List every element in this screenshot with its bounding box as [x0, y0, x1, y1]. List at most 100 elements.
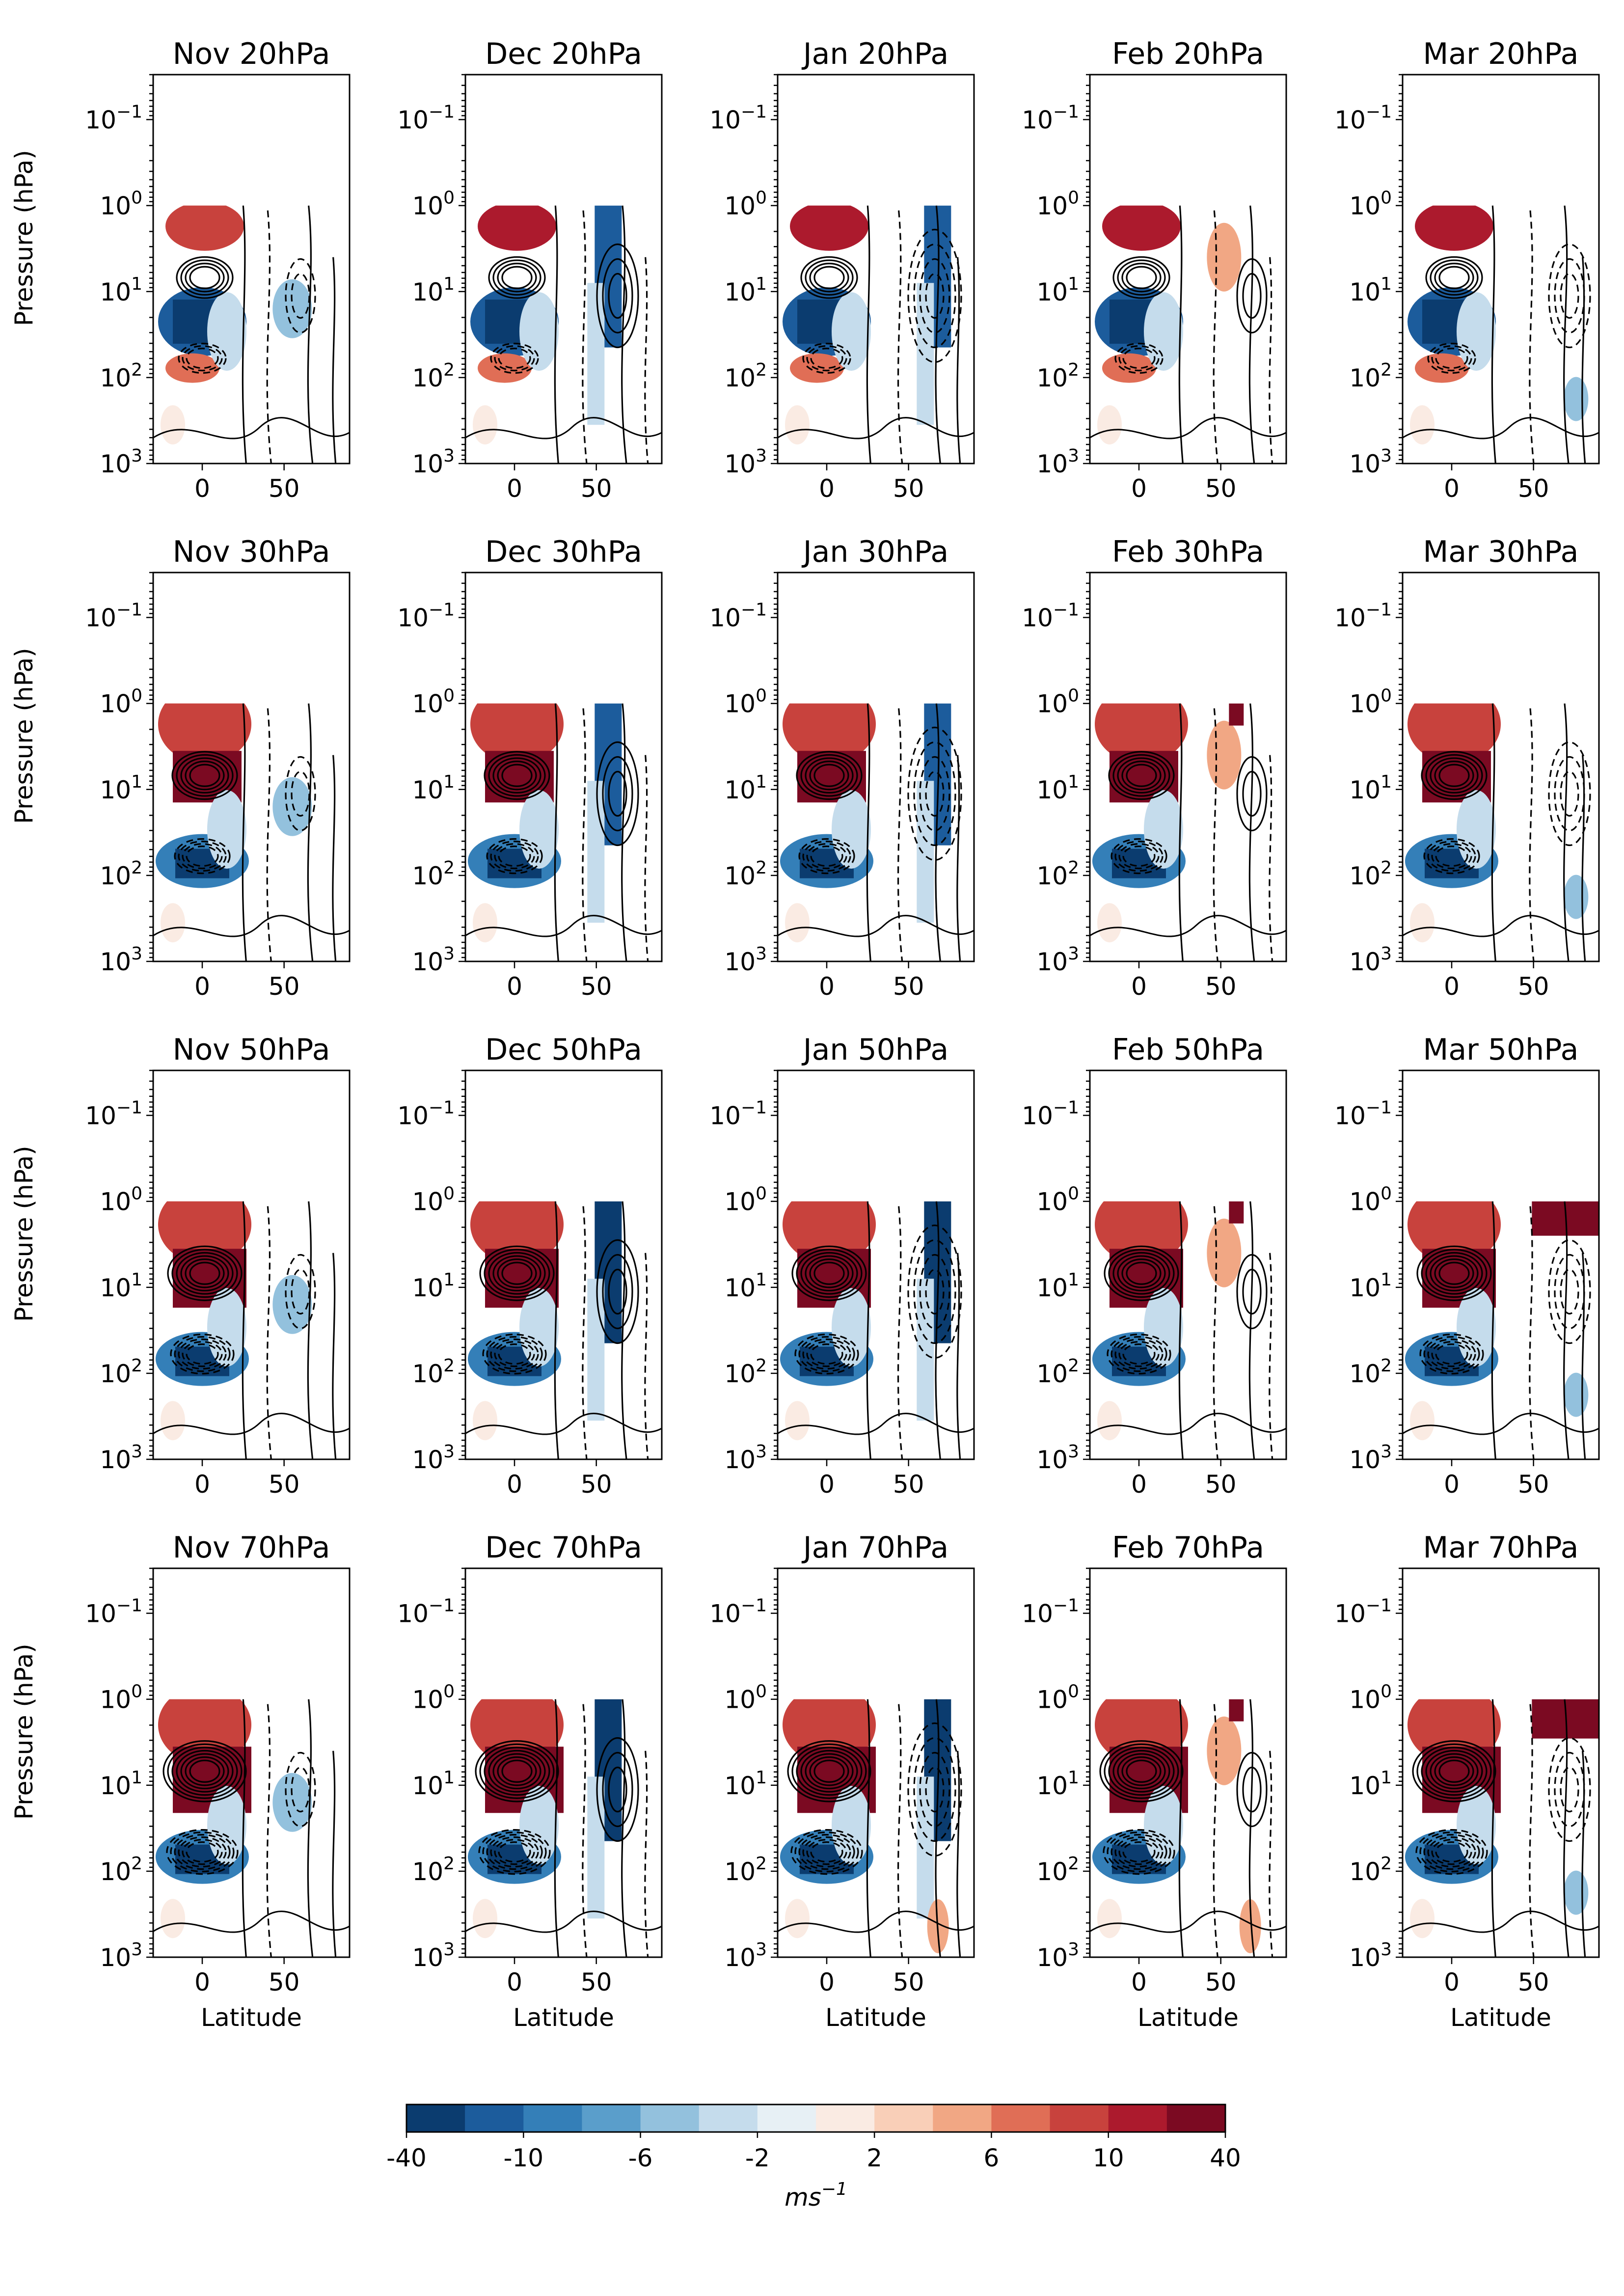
positive-contour: [608, 1766, 627, 1813]
axes-frame: [1089, 74, 1287, 465]
colorbar-swatch: [406, 2105, 465, 2132]
y-tick-label: 10−1: [85, 1596, 142, 1628]
y-tick-label: 10−1: [397, 600, 455, 632]
y-tick-label: 102: [724, 1854, 767, 1886]
y-tick-label: 10−1: [397, 1098, 455, 1130]
shaded-region: [470, 1201, 564, 1264]
panel-title: Jan 20hPa: [801, 37, 948, 71]
y-tick-label: 100: [724, 188, 767, 220]
positive-contour: [791, 1245, 867, 1301]
y-tick-label: 103: [724, 1442, 767, 1474]
negative-contour: [291, 1766, 310, 1813]
negative-contour: [1103, 1829, 1175, 1875]
negative-contour: [925, 1766, 945, 1813]
negative-contour: [1560, 1766, 1579, 1813]
y-tick-label: 100: [724, 1184, 767, 1216]
x-tick-label: 50: [893, 474, 924, 503]
positive-contour: [307, 1201, 314, 1460]
positive-contour: [497, 1258, 537, 1288]
positive-contour: [1090, 417, 1286, 439]
positive-contour: [1416, 1245, 1492, 1301]
positive-contour: [242, 1201, 247, 1460]
shaded-region: [1564, 1372, 1589, 1417]
negative-contour: [166, 1829, 239, 1875]
y-tick-label: 102: [1036, 858, 1079, 890]
negative-contour: [582, 708, 588, 962]
panel-title: Jan 70hPa: [801, 1531, 948, 1565]
negative-contour: [285, 1751, 316, 1828]
panel-title: Jan 30hPa: [801, 535, 948, 569]
negative-contour: [1122, 1343, 1156, 1365]
positive-contour: [1112, 754, 1170, 797]
positive-contour: [796, 1747, 863, 1796]
panel-title: Nov 70hPa: [173, 1531, 330, 1565]
panel-field: [1090, 1201, 1286, 1460]
negative-contour: [907, 1722, 962, 1857]
panel-title: Mar 30hPa: [1423, 535, 1579, 569]
y-tick-label: 103: [100, 944, 142, 976]
shaded-region: [1457, 292, 1496, 371]
positive-contour: [956, 1253, 961, 1460]
positive-contour: [180, 1753, 229, 1790]
y-tick-label: 101: [100, 772, 142, 804]
negative-contour: [582, 210, 588, 464]
negative-contour: [1122, 846, 1156, 867]
positive-contour: [465, 915, 662, 937]
positive-contour: [1430, 1255, 1479, 1292]
y-tick-label: 100: [1036, 686, 1079, 718]
shaded-region: [161, 405, 185, 445]
x-tick-label: 50: [1518, 1470, 1549, 1499]
axes-frame: [152, 572, 351, 962]
y-tick-label: 102: [724, 360, 767, 392]
y-tick-label: 101: [1349, 1768, 1392, 1800]
negative-contour: [913, 1239, 956, 1344]
positive-contour: [1563, 1699, 1570, 1958]
y-tick-label: 10−1: [709, 102, 767, 135]
x-tick-label: 0: [1444, 1968, 1460, 1996]
shaded-region: [473, 1899, 497, 1939]
positive-contour: [501, 266, 533, 289]
x-tick-label: 0: [819, 474, 835, 503]
colorbar-tick-label: 6: [984, 2144, 1000, 2172]
y-tick-label: 101: [100, 1270, 142, 1302]
negative-contour: [1213, 210, 1218, 464]
panel-field: [1090, 703, 1286, 962]
y-tick-label: 103: [412, 446, 455, 478]
negative-contour: [1548, 741, 1591, 847]
axes-frame: [777, 572, 975, 962]
colorbar: -40 -10 -6 -2 2 6 10 40 ms−1: [386, 2104, 1241, 2212]
shaded-region: [587, 1279, 605, 1421]
panel-title: Dec 50hPa: [485, 1033, 642, 1067]
negative-contour: [486, 1336, 543, 1372]
positive-contour: [602, 1254, 633, 1330]
panel-field: [778, 703, 974, 962]
positive-contour: [1403, 417, 1599, 439]
colorbar-swatch: [465, 2105, 524, 2132]
x-tick-label: 0: [1131, 972, 1147, 1001]
positive-contour: [935, 205, 941, 464]
panel: Nov 20hPa 10−1 100 101 102 103 0 50 Pressure (hP…: [10, 37, 351, 503]
axes-frame: [152, 74, 351, 465]
panel-title: Mar 20hPa: [1423, 37, 1579, 71]
y-tick-label: 101: [412, 1768, 455, 1800]
panel-field: [153, 1699, 350, 1958]
positive-contour: [1434, 263, 1474, 293]
negative-contour: [790, 1829, 863, 1875]
colorbar-frame: [406, 2104, 1226, 2133]
positive-contour: [1104, 1245, 1179, 1301]
positive-contour: [1581, 1253, 1586, 1460]
panel-title: Feb 30hPa: [1112, 535, 1264, 569]
y-tick-label: 100: [1349, 188, 1392, 220]
shaded-region: [165, 205, 244, 251]
positive-contour: [492, 259, 541, 296]
positive-contour: [602, 756, 633, 832]
positive-contour: [332, 257, 337, 464]
colorbar-unit-label: ms−1: [785, 2179, 847, 2212]
positive-contour: [596, 741, 639, 847]
negative-contour: [1269, 257, 1273, 464]
shaded-region: [1097, 1401, 1122, 1441]
positive-contour: [185, 263, 225, 293]
positive-contour: [465, 417, 662, 439]
axes-frame: [464, 1567, 663, 1958]
y-tick-label: 100: [1036, 188, 1079, 220]
